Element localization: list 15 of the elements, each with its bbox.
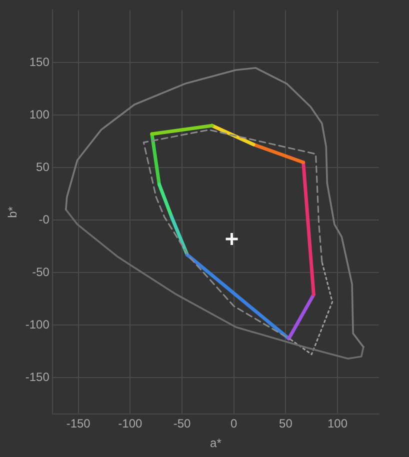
x-tick-label: -150 — [66, 416, 91, 431]
x-tick-label: -50 — [173, 416, 192, 431]
y-tick-label: 100 — [29, 107, 50, 122]
y-tick-label: 50 — [36, 160, 50, 174]
y-tick-label: -100 — [25, 317, 50, 332]
y-tick-label: -0 — [38, 212, 50, 226]
x-tick-label: 0 — [230, 416, 238, 431]
y-tick-label: -150 — [25, 370, 50, 384]
x-tick-label: 50 — [279, 416, 293, 431]
y-tick-label: 150 — [29, 54, 50, 69]
x-tick-label: 100 — [328, 416, 348, 431]
y-tick-label: -50 — [32, 264, 50, 279]
y-axis-title: b* — [6, 206, 20, 218]
x-axis-title: a* — [210, 436, 222, 450]
x-tick-label: -100 — [118, 416, 143, 431]
